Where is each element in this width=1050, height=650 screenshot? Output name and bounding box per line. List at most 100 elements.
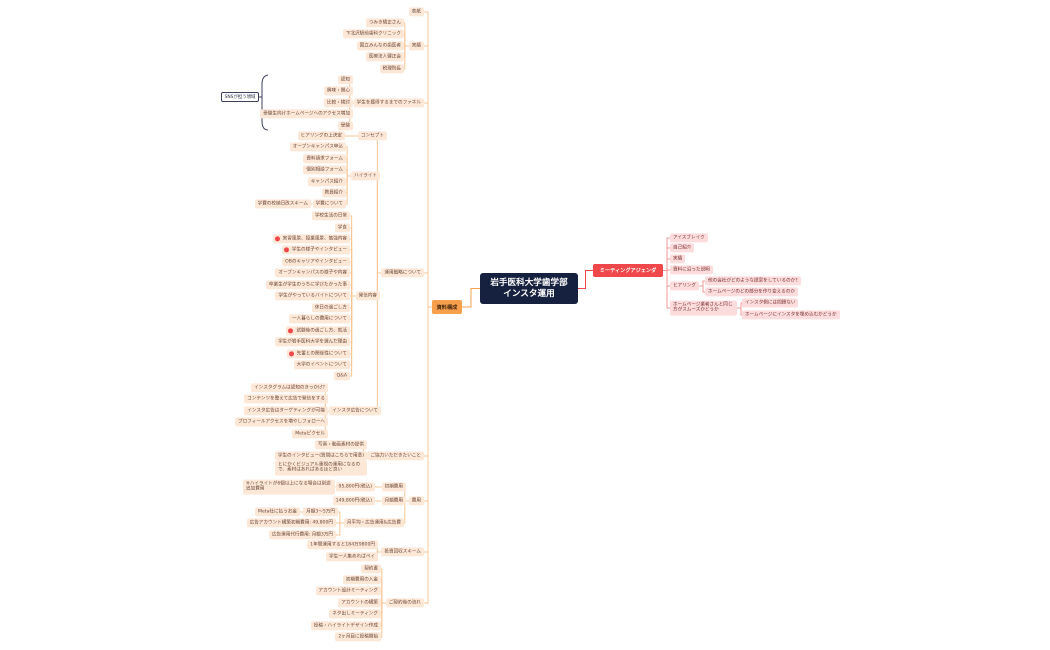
sns-area-label[interactable]: SNSが担う領域 — [221, 92, 259, 102]
node-flow-3[interactable]: アカウントの構築 — [338, 598, 381, 608]
node-initial-price[interactable]: 95,800円(税込) — [335, 482, 375, 492]
node-cooperation-0[interactable]: 写真・動画素材の提供 — [315, 440, 367, 450]
sns-bracket — [259, 74, 269, 131]
node-flow-1[interactable]: 初期費用の入金 — [342, 575, 381, 585]
connector-highlight-5 — [346, 175, 352, 205]
node-hearing-1[interactable]: ホームページのどの部分を作り変えるのか — [705, 287, 798, 297]
node-content-3[interactable]: 学生の様子やインタビュー — [281, 245, 350, 255]
node-highlight-4[interactable]: 教員紹介 — [321, 188, 346, 198]
node-highlight-3[interactable]: キャンパス紹介 — [307, 177, 346, 187]
node-content-12[interactable]: 先輩との関係性について — [286, 349, 350, 359]
connector-flow-5 — [381, 602, 386, 627]
connector-content-4 — [350, 261, 356, 297]
connector-results — [424, 45, 432, 308]
node-highlight-2[interactable]: 個別相談フォーム — [303, 165, 346, 175]
node-content-11[interactable]: 学生が岩手医科大学を選んだ理由 — [275, 337, 350, 347]
node-funnel-4[interactable]: 受験 — [337, 121, 353, 131]
node-concept-item[interactable]: ヒアリングの上決定 — [297, 131, 345, 141]
central-topic-line1: 岩手医科大学歯学部 — [490, 277, 568, 288]
node-flow-4[interactable]: ネタ出しミーティング — [329, 609, 381, 619]
central-topic[interactable]: 岩手医科大学歯学部 インスタ運用 — [480, 273, 578, 304]
node-agenda-2[interactable]: 実績 — [670, 254, 686, 264]
node-results-2[interactable]: 国立みんなの歯医者 — [356, 41, 404, 51]
node-agenda-1[interactable]: 自己紹介 — [670, 243, 695, 253]
node-strategy[interactable]: 運用戦略について — [381, 268, 424, 278]
node-highlight-1[interactable]: 資料請求フォーム — [303, 154, 346, 164]
connector-central-root — [462, 288, 480, 308]
node-monthly-price[interactable]: 149,800円(税込) — [332, 496, 375, 506]
node-agenda-3[interactable]: 資料に沿った説明 — [670, 265, 713, 275]
node-flow-2[interactable]: アカウント設計ミーティング — [315, 586, 381, 596]
node-concept[interactable]: コンセプト — [358, 131, 387, 141]
node-ad-2[interactable]: 広告運用代行費用: 月額3万円 — [268, 530, 336, 540]
node-funnel-0[interactable]: 認知 — [337, 75, 353, 85]
connector-content-11 — [350, 295, 356, 343]
node-agenda-0[interactable]: アイスブレイク — [670, 233, 708, 243]
connector-ad-2 — [336, 522, 344, 536]
node-results[interactable]: 実績 — [408, 41, 424, 51]
node-highlight[interactable]: ハイライト — [351, 171, 380, 181]
connector-highlight — [376, 175, 382, 274]
node-flow-0[interactable]: 契約書 — [361, 564, 381, 574]
node-content-1[interactable]: 学食 — [334, 223, 350, 233]
node-ad-budget[interactable]: 月平均・広告運用&広告費 — [343, 518, 404, 528]
node-content-7[interactable]: 学生がやっているバイトについて — [275, 291, 350, 301]
connector-agenda-1 — [663, 247, 670, 271]
topic-document-structure[interactable]: 資料構成 — [432, 300, 462, 314]
node-cooperation-1[interactable]: 学生のインタビュー(質問はこちらで用意) — [274, 451, 367, 461]
node-agenda-5[interactable]: ホームページ業者さんと同じ方がスムーズかどうか — [670, 300, 737, 316]
node-content-14[interactable]: Q&A — [333, 371, 350, 381]
node-cooperation-2[interactable]: とにかくビジュアル重視の運用になるので、素材はあればあるほど良い — [275, 460, 367, 476]
node-results-0[interactable]: つみき矯正さん — [365, 18, 404, 28]
node-flow-6[interactable]: 2ヶ月目に投稿開始 — [335, 632, 381, 642]
node-roi[interactable]: 投資回収スキーム — [381, 547, 424, 557]
node-flow-5[interactable]: 投稿・ハイライトデザイン作成 — [310, 621, 381, 631]
node-content-13[interactable]: 大学のイベントについて — [293, 360, 350, 370]
node-content-0[interactable]: 学校生活の日常 — [311, 211, 350, 221]
node-content-2[interactable]: 実習風景、授業風景、勉強内容 — [272, 234, 350, 244]
node-ads-1[interactable]: コンテンツを整えて広告で発信をする — [244, 394, 328, 404]
node-content-6[interactable]: 卒業生が学生のうちに学びたかった事 — [265, 280, 350, 290]
connector-cost — [424, 306, 432, 502]
node-content-9[interactable]: 一人暮らしの費用について — [289, 314, 350, 324]
node-content[interactable]: 発信内容 — [355, 291, 380, 301]
node-initial-note[interactable]: ※ハイライトが6個以上になる場合は別途追加費用 — [243, 479, 335, 495]
node-tuition-scheme[interactable]: 学費の校納日改スキーム — [254, 199, 311, 209]
node-content-4[interactable]: OBのキャリアやインタビュー — [282, 257, 350, 267]
node-hearing-0[interactable]: 他の会社がどのような提案をしているのか? — [705, 276, 801, 286]
node-cooperation[interactable]: ご協力いただきたいこと — [367, 451, 424, 461]
node-ads-3[interactable]: プロフィールアクセスを増やしフォローへ — [235, 417, 328, 427]
node-highlight-5[interactable]: 学費について — [312, 199, 346, 209]
node-content-8[interactable]: 休日の過ごし方 — [311, 303, 350, 313]
node-initial[interactable]: 初期費用 — [381, 482, 406, 492]
node-highlight-0[interactable]: オープンキャンパス申込 — [289, 142, 346, 152]
node-ad-0[interactable]: 月額3～5万円 — [303, 507, 338, 517]
node-roi-1[interactable]: 学生一人集めればペイ — [326, 552, 378, 562]
node-cover[interactable]: 表紙 — [408, 7, 424, 17]
node-results-3[interactable]: 医療法人健正会 — [365, 52, 404, 62]
node-ad-1[interactable]: 広告アカウント構築初期費用: 49,800円 — [246, 518, 336, 528]
node-results-1[interactable]: 下北沢駅前歯科クリニック — [342, 29, 404, 39]
node-meta[interactable]: Meta社に払うお金 — [255, 507, 300, 517]
connector-agenda-3 — [663, 269, 670, 271]
node-funnel-2[interactable]: 比較・検討 — [324, 98, 353, 108]
node-ads-0[interactable]: インスタグラムは認知のきっかけ? — [251, 383, 328, 393]
node-funnel[interactable]: 学生を獲得するまでのファネル — [353, 98, 424, 108]
connector-results-4 — [404, 45, 409, 70]
node-results-4[interactable]: 税理院長 — [379, 64, 404, 74]
node-ads-2[interactable]: インスタ広告はターゲティングが可能 — [244, 406, 328, 416]
node-monthly[interactable]: 月額費用 — [381, 496, 406, 506]
node-content-5[interactable]: オープンキャンパスの様子や内容 — [275, 268, 350, 278]
node-hp-1[interactable]: ホームページにインスタを埋め込むかどうか — [742, 310, 840, 320]
node-ads[interactable]: インスタ広告について — [329, 406, 381, 416]
node-agenda-4[interactable]: ヒアリング — [670, 281, 699, 291]
node-cost[interactable]: 費用 — [408, 496, 424, 506]
node-flow[interactable]: ご契約後の流れ — [385, 598, 424, 608]
node-funnel-3[interactable]: 受験生向けホームページへのアクセス増加 — [260, 109, 353, 119]
node-hp-0[interactable]: インスタ側には問題ない — [742, 298, 799, 308]
topic-meeting-agenda[interactable]: ミーティングアジェンダ — [593, 264, 663, 277]
node-content-10[interactable]: 試験後の過ごし方、就活 — [286, 326, 350, 336]
node-funnel-1[interactable]: 興味・関心 — [324, 86, 353, 96]
node-ads-4[interactable]: Metaピクセル — [292, 429, 328, 439]
node-roi-0[interactable]: 1年間運用すると184万9800円 — [307, 540, 378, 550]
